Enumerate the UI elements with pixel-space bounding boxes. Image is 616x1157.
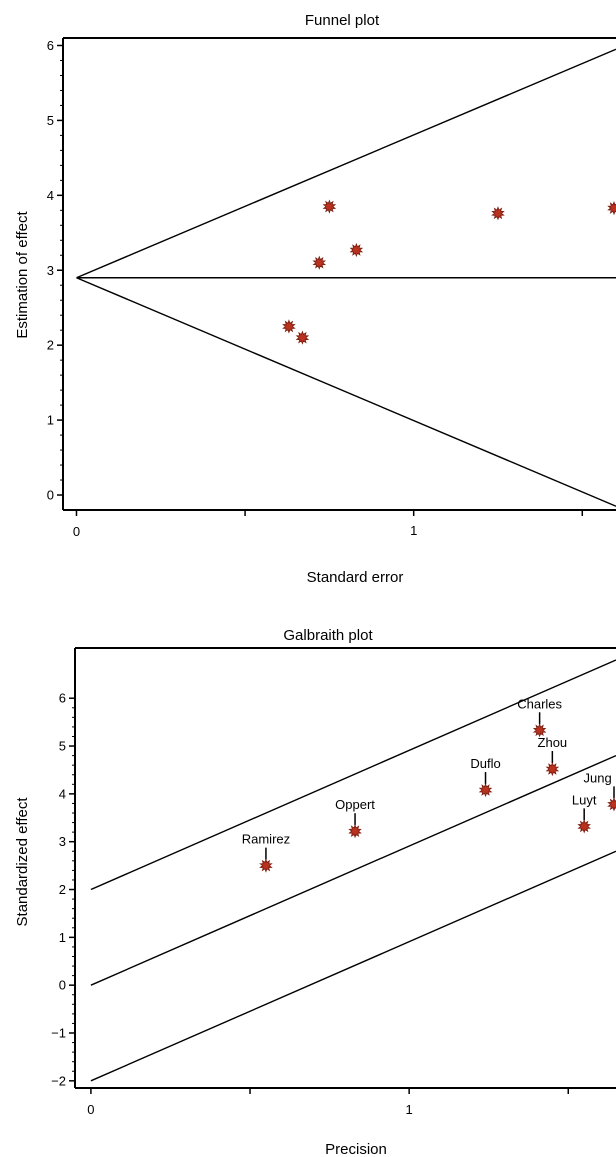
funnel-y-tick-label: 0: [47, 488, 54, 503]
galbraith-plot: Galbraith plot Precision Standardized ef…: [14, 627, 616, 1157]
galbraith-y-tick-label: 0: [59, 978, 66, 993]
galbraith-point: [348, 824, 362, 839]
funnel-x-tick-label: 0: [73, 524, 80, 539]
funnel-x-tick-label: 1: [410, 523, 417, 538]
galbraith-y-tick-label: 5: [59, 739, 66, 754]
galbraith-plot-ylabel: Standardized effect: [14, 797, 31, 927]
funnel-point: [607, 200, 616, 216]
galbraith-y-tick-label: −1: [51, 1026, 66, 1041]
galbraith-plot-xlabel: Precision: [325, 1141, 387, 1157]
galbraith-reference-line: [90, 754, 616, 986]
galbraith-point-label: Charles: [517, 696, 562, 711]
galbraith-point: [545, 761, 560, 777]
funnel-y-tick-label: 6: [47, 38, 54, 53]
galbraith-point-label: Oppert: [335, 797, 375, 812]
funnel-point: [295, 330, 310, 345]
galbraith-x-tick-label: 0: [87, 1102, 94, 1117]
galbraith-point-label: Ramirez: [242, 832, 290, 847]
funnel-plot: Funnel plot Standard error Estimation of…: [14, 12, 616, 586]
galbraith-point-label: Zhou: [538, 735, 568, 750]
funnel-lines: [76, 48, 616, 507]
funnel-point: [312, 255, 327, 270]
funnel-point: [491, 206, 505, 221]
funnel-y-tick-label: 1: [47, 413, 54, 428]
galbraith-plot-title: Galbraith plot: [283, 627, 373, 644]
galbraith-y-tick-label: 2: [59, 882, 66, 897]
funnel-point: [322, 199, 337, 214]
funnel-reference-line: [76, 277, 616, 507]
galbraith-point: [478, 782, 493, 798]
funnel-plot-xlabel: Standard error: [307, 569, 404, 586]
galbraith-y-tick-label: 1: [59, 930, 66, 945]
funnel-y-tick-label: 4: [47, 188, 54, 203]
funnel-plot-title: Funnel plot: [305, 12, 380, 29]
galbraith-point-label: Luyt: [572, 792, 597, 807]
funnel-point: [282, 319, 296, 334]
galbraith-point: [577, 819, 591, 834]
galbraith-x-tick-label: 1: [406, 1102, 413, 1117]
galbraith-y-tick-label: 6: [59, 691, 66, 706]
galbraith-point-label: Jung: [583, 770, 611, 785]
funnel-y-tick-label: 3: [47, 263, 54, 278]
funnel-reference-line: [76, 48, 616, 279]
galbraith-point: [607, 797, 616, 812]
galbraith-y-tick-label: 3: [59, 834, 66, 849]
galbraith-y-tick-label: −2: [51, 1073, 66, 1088]
galbraith-point: [532, 723, 547, 738]
galbraith-lines: [90, 659, 616, 1082]
galbraith-y-tick-label: 4: [59, 786, 66, 801]
funnel-y-tick-label: 2: [47, 338, 54, 353]
galbraith-reference-line: [90, 659, 616, 891]
galbraith-reference-line: [90, 850, 616, 1082]
funnel-plot-ylabel: Estimation of effect: [14, 211, 31, 339]
funnel-y-tick-label: 5: [47, 113, 54, 128]
galbraith-point-label: Duflo: [470, 756, 500, 771]
galbraith-point: [259, 858, 273, 873]
funnel-point: [349, 242, 364, 258]
